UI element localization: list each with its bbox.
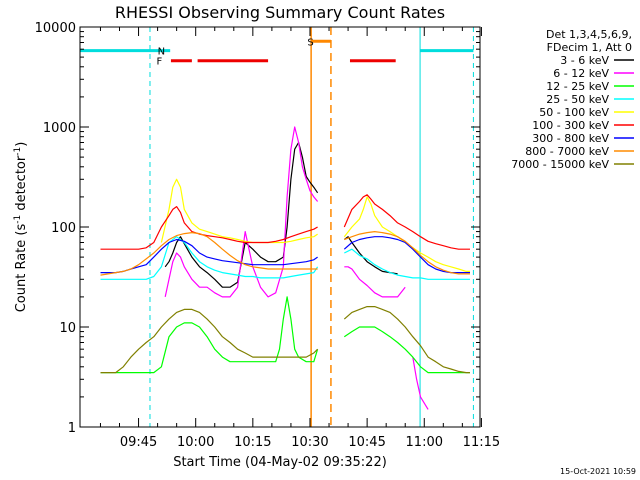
series-line-4	[100, 236, 470, 280]
series-line-8	[100, 231, 470, 276]
y-tick-label: 100	[51, 221, 76, 236]
chart-title: RHESSI Observing Summary Count Rates	[115, 3, 445, 22]
legend-entry: 12 - 25 keV	[546, 80, 609, 93]
night-flag-label: N	[158, 47, 165, 58]
x-tick-label: 10:30	[291, 435, 328, 450]
y-tick-label: 10000	[35, 21, 76, 36]
y-axis-label: Count Rate (s-1 detector-1)	[13, 142, 29, 313]
series-line-2	[164, 126, 429, 410]
x-axis-label: Start Time (04-May-02 09:35:22)	[173, 455, 387, 470]
series-line-1	[164, 141, 398, 288]
legend-entry: 25 - 50 keV	[546, 93, 609, 106]
series-line-3	[100, 296, 470, 374]
y-axis: 1 10 100 1000 10000	[35, 21, 480, 436]
saa-flag-label: S	[307, 37, 313, 48]
flare-flag-label: F	[156, 57, 162, 68]
legend-header-line-2: FDecim 1, Att 0	[547, 41, 632, 54]
generation-timestamp: 15-Oct-2021 10:59	[560, 467, 636, 476]
x-tick-label: 09:45	[120, 435, 157, 450]
series-layer	[100, 126, 470, 410]
x-tick-label: 11:15	[463, 435, 500, 450]
legend-entry: 800 - 7000 keV	[525, 145, 609, 158]
y-tick-label: 10	[59, 321, 76, 336]
y-tick-label: 1000	[43, 121, 76, 136]
x-tick-label: 11:00	[406, 435, 443, 450]
legend-entry: 50 - 100 keV	[539, 106, 609, 119]
x-tick-label: 10:45	[348, 435, 385, 450]
legend-entry: 300 - 800 keV	[532, 132, 609, 145]
legend-entry: 6 - 12 keV	[553, 67, 609, 80]
legend: Det 1,3,4,5,6,9, FDecim 1, Att 0 3 - 6 k…	[511, 28, 634, 171]
legend-entry: 100 - 300 keV	[532, 119, 609, 132]
legend-header-line-1: Det 1,3,4,5,6,9,	[546, 28, 632, 41]
y-tick-label: 1	[68, 421, 76, 436]
legend-entry: 3 - 6 keV	[560, 54, 609, 67]
x-axis: 09:45 10:00 10:15 10:30 10:45 11:00 11:15	[99, 27, 500, 450]
legend-entry: 7000 - 15000 keV	[511, 158, 609, 171]
series-line-9	[100, 306, 470, 374]
x-tick-label: 10:15	[234, 435, 271, 450]
x-tick-label: 10:00	[177, 435, 214, 450]
